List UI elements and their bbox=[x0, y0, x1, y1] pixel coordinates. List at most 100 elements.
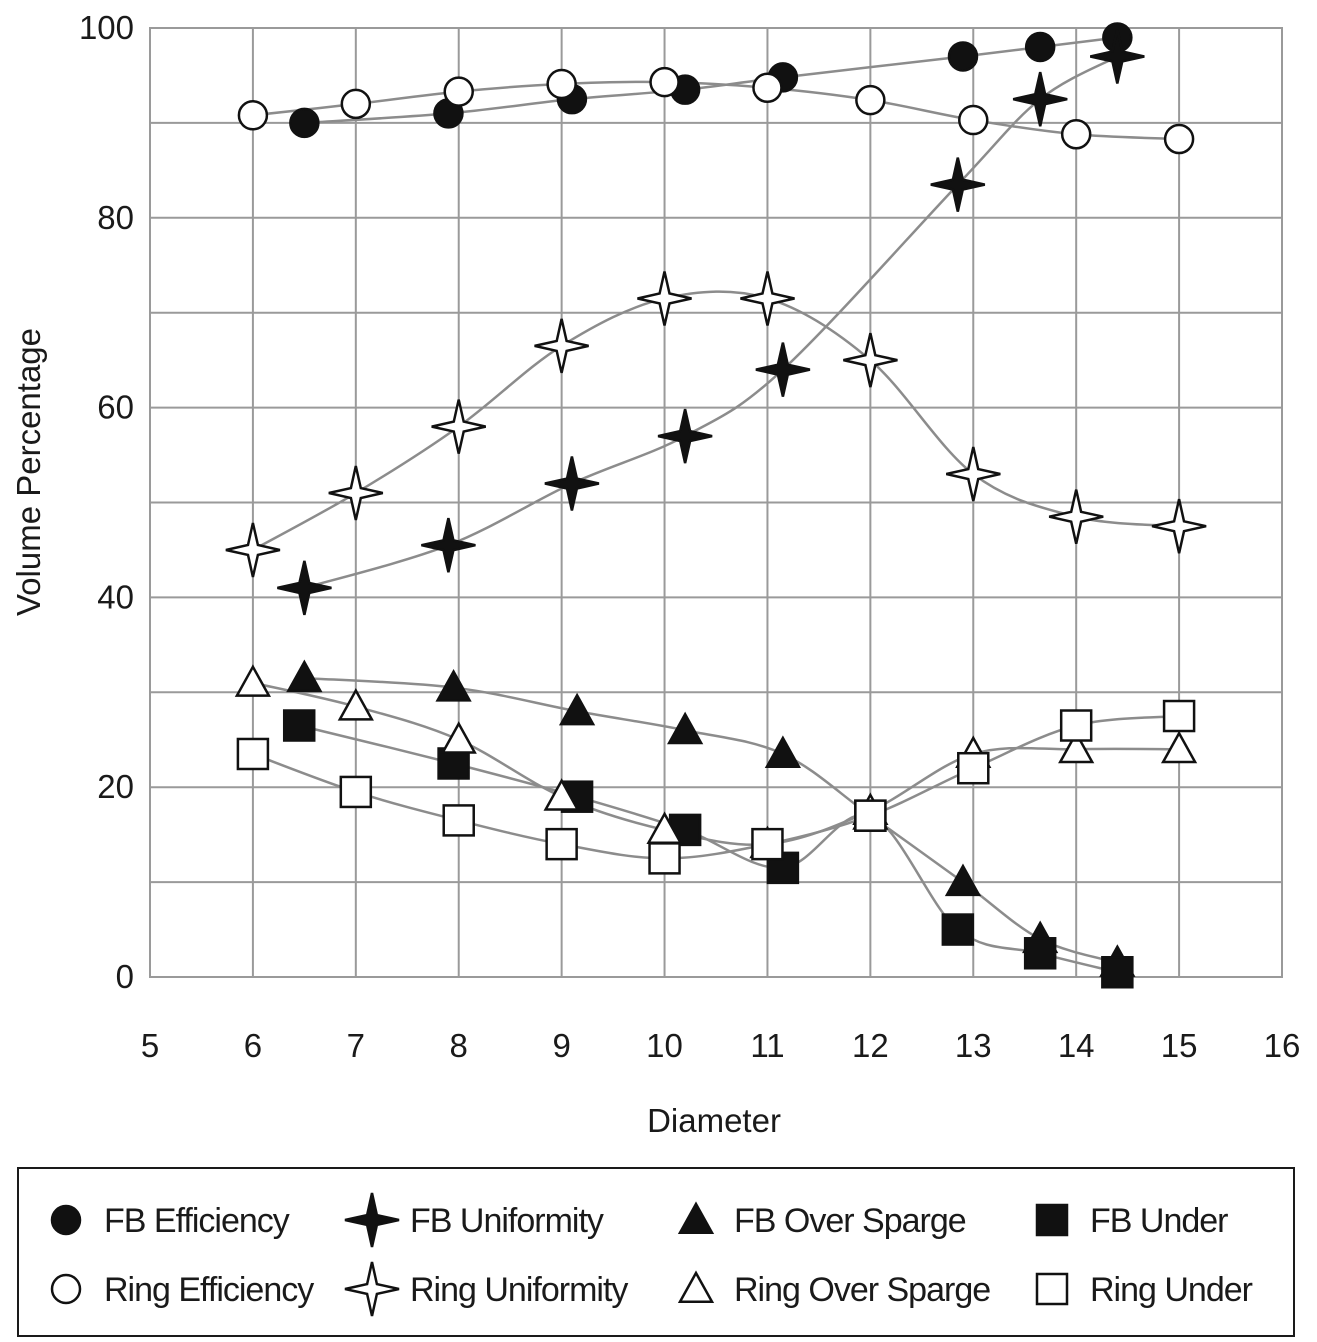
grid-layer bbox=[149, 27, 1283, 978]
legend-marker-fb-under bbox=[1035, 1203, 1069, 1237]
y-tick-label: 40 bbox=[97, 578, 134, 615]
x-tick-label: 5 bbox=[141, 1027, 159, 1064]
point-fb-over-sparge bbox=[286, 659, 323, 693]
legend-item-fb-under: FB Under bbox=[1035, 1202, 1229, 1240]
legend-item-ring-under: Ring Under bbox=[1035, 1271, 1254, 1309]
legend-label-fb-over-sparge: FB Over Sparge bbox=[734, 1202, 966, 1240]
point-ring-under bbox=[236, 737, 270, 771]
data-markers bbox=[225, 22, 1207, 989]
y-tick-label: 80 bbox=[97, 199, 134, 236]
legend-label-ring-uniformity: Ring Uniformity bbox=[410, 1271, 628, 1309]
legend-item-ring-efficiency: Ring Efficiency bbox=[50, 1271, 315, 1309]
point-fb-under bbox=[1023, 937, 1057, 970]
x-tick-label: 8 bbox=[450, 1027, 468, 1064]
series-line-fb-over-sparge bbox=[304, 676, 1118, 964]
legend-marker-ring-over-sparge bbox=[677, 1270, 715, 1304]
point-fb-uniformity bbox=[657, 408, 713, 464]
point-ring-uniformity bbox=[637, 271, 692, 326]
point-ring-uniformity bbox=[534, 318, 589, 374]
legend-item-fb-over-sparge: FB Over Sparge bbox=[677, 1201, 967, 1240]
point-fb-uniformity bbox=[277, 560, 332, 616]
x-axis-title: Diameter bbox=[647, 1102, 781, 1139]
legend-item-fb-efficiency: FB Efficiency bbox=[50, 1202, 291, 1240]
legend-label-fb-efficiency: FB Efficiency bbox=[104, 1202, 290, 1240]
point-fb-under bbox=[941, 913, 975, 946]
point-ring-over-sparge bbox=[440, 721, 477, 754]
point-ring-under bbox=[545, 827, 578, 861]
legend-item-fb-uniformity: FB Uniformity bbox=[344, 1192, 605, 1248]
legend-marker-ring-under bbox=[1035, 1272, 1069, 1306]
point-fb-over-sparge bbox=[435, 668, 472, 702]
point-fb-uniformity bbox=[1012, 71, 1068, 127]
point-ring-efficiency bbox=[855, 84, 886, 116]
point-ring-under bbox=[442, 804, 475, 837]
y-tick-label: 20 bbox=[97, 768, 134, 805]
point-fb-under bbox=[1101, 956, 1134, 989]
point-ring-uniformity bbox=[328, 465, 384, 521]
point-ring-under bbox=[648, 842, 681, 875]
x-tick-label: 10 bbox=[646, 1027, 683, 1064]
point-fb-over-sparge bbox=[667, 711, 704, 745]
series-line-ring-over-sparge bbox=[252, 681, 1180, 846]
series-line-ring-efficiency bbox=[252, 80, 1180, 141]
point-fb-over-sparge bbox=[944, 863, 982, 897]
legend-label-fb-under: FB Under bbox=[1090, 1202, 1228, 1240]
legend-item-ring-over-sparge: Ring Over Sparge bbox=[677, 1270, 991, 1309]
point-fb-uniformity bbox=[421, 517, 476, 573]
x-tick-label: 14 bbox=[1058, 1027, 1095, 1064]
point-ring-under bbox=[751, 827, 784, 861]
x-tick-label: 7 bbox=[347, 1027, 365, 1064]
point-ring-uniformity bbox=[225, 522, 281, 578]
point-ring-efficiency bbox=[340, 88, 372, 120]
point-ring-uniformity bbox=[740, 271, 795, 326]
point-fb-efficiency bbox=[947, 41, 979, 72]
point-fb-over-sparge bbox=[764, 735, 802, 769]
legend-marker-ring-uniformity bbox=[344, 1261, 400, 1317]
x-tick-label: 12 bbox=[852, 1027, 889, 1064]
legend-label-fb-uniformity: FB Uniformity bbox=[410, 1202, 604, 1240]
point-ring-efficiency bbox=[752, 72, 783, 104]
point-ring-efficiency bbox=[958, 104, 989, 136]
point-fb-efficiency bbox=[1024, 31, 1056, 63]
series-line-ring-uniformity bbox=[252, 290, 1180, 552]
x-tick-label: 15 bbox=[1161, 1027, 1198, 1064]
point-fb-uniformity bbox=[930, 157, 986, 212]
legend-item-ring-uniformity: Ring Uniformity bbox=[344, 1261, 629, 1317]
point-ring-under bbox=[1162, 699, 1196, 733]
point-ring-uniformity bbox=[843, 332, 898, 388]
y-axis-title: Volume Percentage bbox=[10, 328, 47, 616]
legend-marker-ring-efficiency bbox=[50, 1273, 82, 1305]
point-fb-under bbox=[282, 709, 316, 742]
y-tick-label: 60 bbox=[97, 389, 134, 426]
x-tick-label: 11 bbox=[750, 1027, 784, 1064]
point-fb-uniformity bbox=[755, 342, 811, 397]
point-ring-efficiency bbox=[443, 76, 474, 107]
legend-marker-fb-uniformity bbox=[344, 1192, 400, 1248]
point-ring-uniformity bbox=[1151, 498, 1207, 554]
point-ring-over-sparge bbox=[1160, 730, 1198, 764]
series-line-ring-under bbox=[252, 714, 1180, 860]
point-ring-under bbox=[339, 775, 373, 809]
point-ring-under bbox=[1059, 709, 1093, 742]
point-fb-over-sparge bbox=[558, 692, 596, 726]
y-tick-label: 100 bbox=[79, 9, 134, 46]
legend-label-ring-under: Ring Under bbox=[1090, 1271, 1253, 1309]
point-ring-efficiency bbox=[237, 100, 269, 131]
point-ring-efficiency bbox=[1163, 123, 1195, 155]
point-ring-uniformity bbox=[946, 446, 1001, 502]
point-fb-uniformity bbox=[544, 456, 600, 511]
point-fb-uniformity bbox=[1090, 29, 1145, 84]
point-ring-uniformity bbox=[1048, 489, 1104, 544]
x-tick-label: 16 bbox=[1264, 1027, 1301, 1064]
x-tick-label: 13 bbox=[955, 1027, 992, 1064]
legend-marker-fb-efficiency bbox=[50, 1204, 82, 1236]
point-ring-uniformity bbox=[431, 399, 486, 454]
point-ring-efficiency bbox=[546, 68, 577, 100]
point-ring-under bbox=[854, 799, 887, 832]
point-ring-efficiency bbox=[649, 66, 680, 98]
point-ring-over-sparge bbox=[234, 664, 272, 697]
point-ring-over-sparge bbox=[337, 687, 374, 721]
x-tick-label: 9 bbox=[552, 1027, 570, 1064]
point-ring-over-sparge bbox=[543, 778, 580, 811]
